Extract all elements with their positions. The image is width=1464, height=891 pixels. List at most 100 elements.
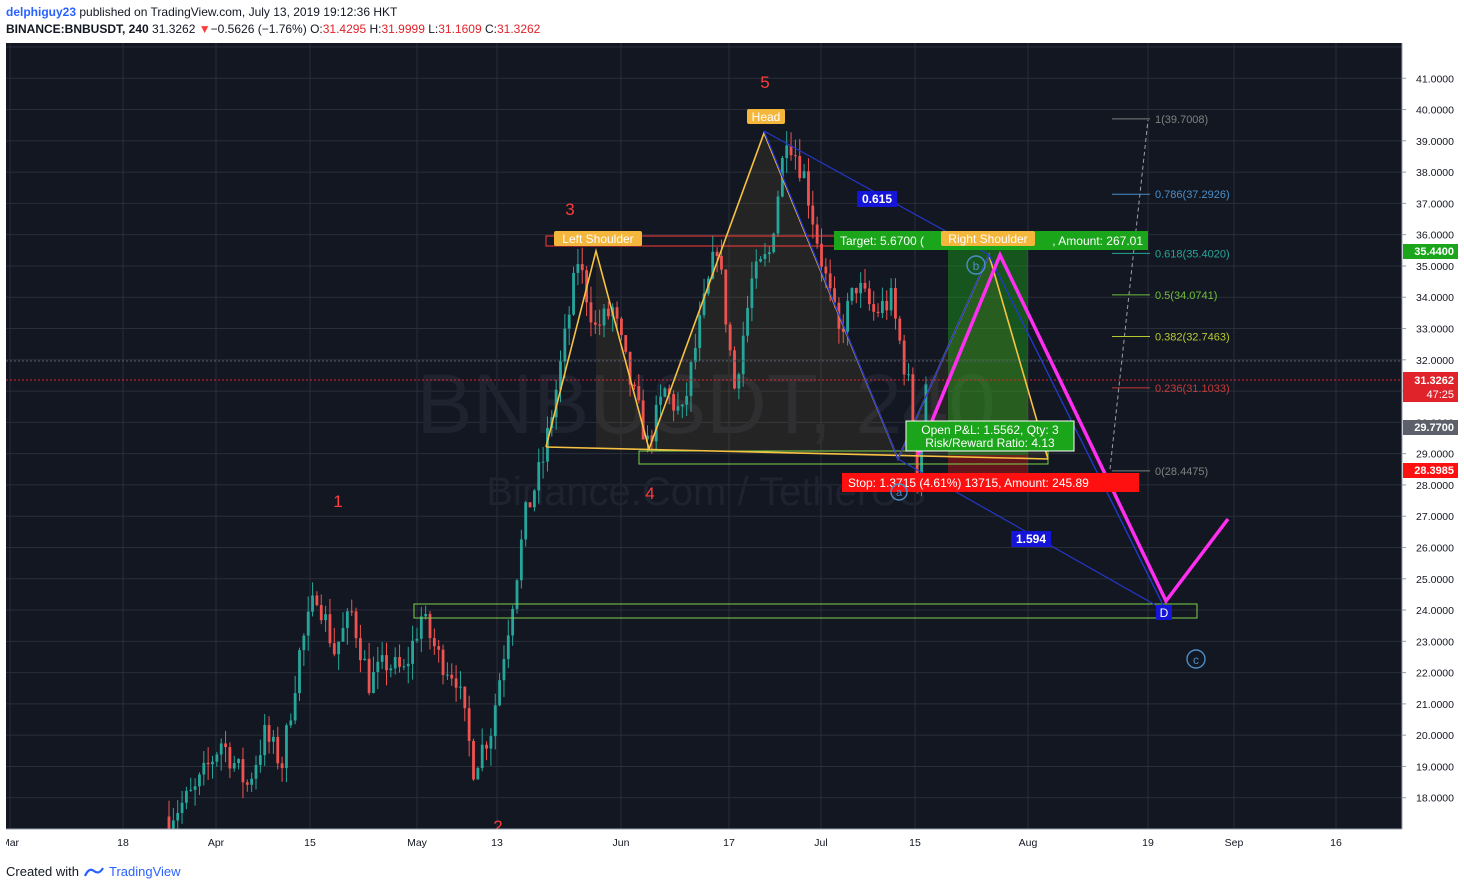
footer-brand[interactable]: TradingView <box>108 864 181 879</box>
target-label-tail: , Amount: 267.01 <box>1052 234 1143 248</box>
candle-body <box>711 251 715 279</box>
time-tick-label: Apr <box>208 837 225 849</box>
candle-body <box>424 613 428 617</box>
candle-body <box>724 269 728 325</box>
candle-body <box>311 595 314 612</box>
footer-created: Created with <box>6 864 79 879</box>
candle-body <box>441 649 445 675</box>
candle-body <box>815 224 819 244</box>
candle-body <box>798 156 802 179</box>
candle-body <box>189 789 193 791</box>
candle-body <box>437 646 441 650</box>
time-tick-label: 19 <box>1142 837 1154 849</box>
time-tick-label: Aug <box>1019 837 1038 849</box>
candle-body <box>876 311 880 314</box>
tradingview-logo-icon[interactable] <box>83 865 105 879</box>
candle-body <box>763 254 767 260</box>
left-shoulder-tag-bg <box>554 231 642 246</box>
price-tick-label: 35.0000 <box>1416 261 1454 273</box>
candle-body <box>776 196 780 234</box>
candle-body <box>385 655 388 671</box>
candle-body <box>802 171 806 179</box>
price-change: −0.5626 (−1.76%) <box>210 22 307 36</box>
left-shoulder-tag: Left Shoulder <box>562 232 633 246</box>
candle-body <box>206 762 210 765</box>
price-tick-label: 22.0000 <box>1416 668 1454 680</box>
symbol-label[interactable]: BINANCE:BNBUSDT, 240 <box>6 22 149 36</box>
price-tick-label: 26.0000 <box>1416 542 1454 554</box>
candle-body <box>833 288 836 303</box>
stop-label: Stop: 1.3715 (4.61%) 13715, Amount: 245.… <box>848 476 1089 490</box>
price-axis[interactable]: 18.0000 19.0000 20.0000 21.0000 22.0000 23.00… <box>1401 43 1458 829</box>
candle-body <box>615 307 619 319</box>
price-chart[interactable]: BNBUSDT, 240 Binance.Com / TetherUS 1(39… <box>6 43 1458 855</box>
time-axis-ticks: Mar 18 Apr 15 May 13 Jun 17 Jul 15 Aug 19 Sep 16 <box>6 837 1342 849</box>
candle-body <box>202 762 206 775</box>
annotation-labels: 1 2 3 4 5 Left Shoulder Head Target: 5.6… <box>333 73 1206 836</box>
candle-body <box>563 328 567 362</box>
point-a-marker <box>890 483 908 501</box>
candle-body <box>720 255 723 270</box>
candle-body <box>459 686 462 688</box>
candle-body <box>807 171 810 206</box>
drawings <box>6 119 1402 619</box>
ratio-1594: 1.594 <box>1016 532 1046 546</box>
point-b-label: b <box>973 259 980 273</box>
candle-body <box>319 605 323 621</box>
candle-body <box>280 763 284 769</box>
candle-body <box>567 314 571 329</box>
head-tag-bg <box>747 109 785 124</box>
candle-body <box>393 657 397 669</box>
neckline <box>545 446 1049 460</box>
candle-body <box>628 351 632 385</box>
stop-label-bg <box>842 473 1139 492</box>
time-tick-label: Jul <box>814 837 827 849</box>
candle-body <box>293 693 297 721</box>
time-tick-label: Jun <box>613 837 630 849</box>
wave-label-4: 4 <box>645 484 654 503</box>
candle-body <box>589 302 593 323</box>
candle-body <box>754 261 758 279</box>
down-arrow-icon: ▼ <box>198 22 211 36</box>
fib-level-label: 0.382(32.7463) <box>1155 331 1230 343</box>
ratio-615-bg <box>857 191 897 207</box>
candle-body <box>363 658 367 661</box>
candle-body <box>828 273 832 289</box>
candle-body <box>180 802 184 813</box>
candle-body <box>254 764 258 779</box>
candle-body <box>258 755 262 765</box>
time-axis[interactable]: Mar 18 Apr 15 May 13 Jun 17 Jul 15 Aug 19 Sep 16 <box>6 828 1458 855</box>
author-link[interactable]: delphiguy23 <box>6 5 77 19</box>
publish-line: delphiguy23 published on TradingView.com… <box>6 4 540 21</box>
time-tick-label: 18 <box>117 837 129 849</box>
candle-body <box>894 288 897 319</box>
point-c-label: c <box>1193 653 1199 667</box>
time-tick-label: 13 <box>491 837 503 849</box>
time-tick-label: Mar <box>6 837 20 849</box>
support-box <box>413 603 1198 619</box>
stop-price-tag: 28.3985 <box>1414 465 1454 477</box>
candle-body <box>841 328 845 332</box>
candle-body <box>493 705 497 737</box>
time-tick-label: 16 <box>1330 837 1342 849</box>
candle-body <box>794 155 797 157</box>
point-a-label: a <box>896 487 903 499</box>
candle-body <box>350 611 354 613</box>
candle-body <box>167 816 171 831</box>
candle-body <box>345 611 349 629</box>
candle-body <box>215 754 219 762</box>
candle-body <box>863 282 867 289</box>
candle-body <box>572 272 575 315</box>
candle-body <box>467 708 471 741</box>
high-value: 31.9999 <box>381 22 425 36</box>
candle-body <box>772 233 776 253</box>
candle-body <box>406 663 410 667</box>
candle-body <box>476 768 480 780</box>
candle-body <box>637 386 641 401</box>
candle-body <box>537 462 541 491</box>
candle-body <box>485 744 488 749</box>
pnl-line-2: Risk/Reward Ratio: 4.13 <box>925 436 1055 450</box>
right-shoulder-tag-bg <box>941 231 1035 246</box>
candle-body <box>593 322 597 325</box>
fib-level-label: 1(39.7008) <box>1155 114 1208 126</box>
